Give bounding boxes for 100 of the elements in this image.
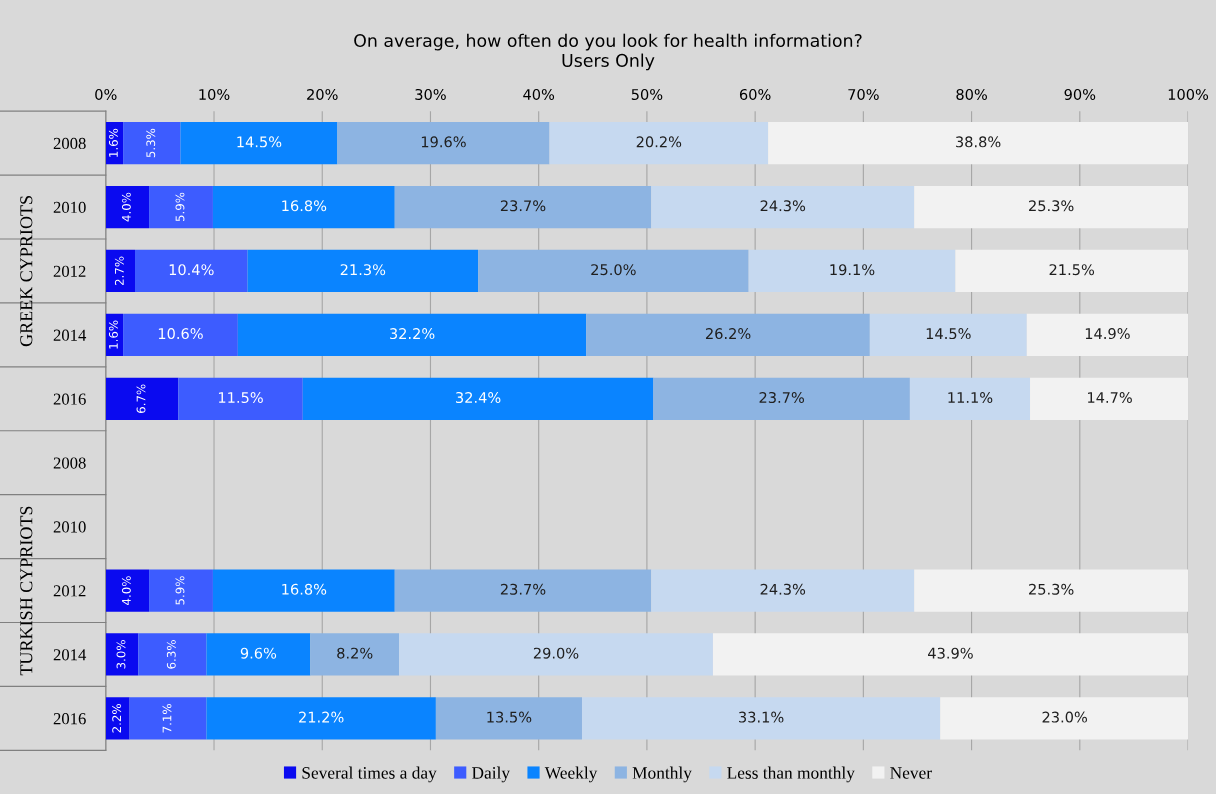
bar	[138, 633, 207, 676]
data-label: 14.9%	[1085, 328, 1130, 340]
bar	[105, 633, 139, 676]
bar	[1026, 313, 1189, 356]
bar	[123, 313, 238, 356]
data-label: 11.5%	[218, 391, 263, 404]
bar	[237, 313, 587, 356]
x-tick-label: 100%	[1168, 88, 1209, 100]
data-label: 7.1%	[162, 704, 172, 733]
data-label: 16.8%	[282, 200, 327, 212]
bar	[310, 633, 400, 676]
bar	[178, 377, 303, 420]
y-tick-label: 2014	[53, 329, 87, 341]
data-label: 5.3%	[146, 128, 156, 158]
y-tick-label: 2016	[53, 713, 86, 725]
x-tick-label: 40%	[523, 88, 555, 100]
bar	[149, 185, 213, 229]
y-tick-label: 2008	[53, 457, 86, 469]
bar	[105, 185, 150, 229]
bar	[768, 122, 1189, 165]
bar	[586, 313, 870, 356]
bar	[651, 569, 915, 612]
data-label: 14.5%	[926, 328, 971, 340]
bar	[869, 313, 1027, 356]
bar	[581, 697, 941, 740]
chart-title: On average, how often do you look for health information?	[354, 33, 862, 51]
data-label: 23.7%	[500, 583, 546, 595]
y-tick-label: 2016	[53, 393, 86, 405]
data-label: 25.3%	[1029, 583, 1074, 595]
data-label: 21.3%	[340, 264, 386, 276]
data-label: 20.2%	[636, 136, 682, 148]
x-tick-label: 20%	[307, 88, 338, 100]
bar	[212, 569, 395, 612]
data-label: 24.3%	[760, 200, 806, 212]
bar	[302, 377, 654, 420]
y-tick-label: 2010	[53, 521, 86, 533]
data-label: 24.3%	[760, 583, 806, 595]
data-label: 14.5%	[237, 136, 282, 148]
data-label: 23.7%	[500, 200, 546, 212]
bar	[1030, 377, 1189, 420]
data-label: 19.1%	[830, 264, 875, 276]
data-label: 9.6%	[240, 647, 277, 659]
bar	[394, 569, 652, 612]
data-label: 38.8%	[956, 136, 1001, 148]
bar	[135, 249, 248, 293]
bar	[105, 249, 136, 293]
bar	[435, 697, 582, 740]
data-label: 2.2%	[112, 704, 122, 733]
data-label: 21.2%	[299, 711, 344, 723]
bar	[399, 633, 713, 676]
bar	[149, 569, 213, 612]
data-label: 10.4%	[169, 264, 214, 276]
data-label: 4.0%	[121, 192, 131, 222]
bar	[653, 377, 910, 420]
x-tick-label: 90%	[1064, 88, 1096, 100]
data-label: 33.1%	[739, 711, 784, 723]
chart-subtitle: Users Only	[562, 53, 655, 71]
x-tick-label: 60%	[739, 88, 771, 100]
bar	[247, 249, 479, 293]
bar	[651, 185, 915, 229]
data-label: 6.3%	[166, 640, 176, 669]
legend-label: Never	[890, 767, 932, 779]
x-tick-label: 70%	[848, 88, 879, 100]
data-label: 26.2%	[705, 328, 751, 340]
y-tick-label: 2014	[53, 649, 87, 661]
bar	[549, 122, 769, 165]
text: GREEK CYPRIOTS	[20, 196, 33, 347]
data-label: 5.9%	[175, 192, 185, 222]
data-label: 5.9%	[175, 576, 185, 605]
bar	[955, 249, 1189, 293]
data-label: 10.6%	[158, 328, 203, 340]
bar	[212, 185, 395, 229]
bar	[337, 122, 550, 165]
x-tick-label: 80%	[956, 88, 987, 100]
bar	[105, 697, 130, 740]
data-label: 11.1%	[948, 391, 993, 404]
data-label: 23.7%	[759, 391, 805, 404]
data-label: 23.0%	[1042, 711, 1088, 723]
data-label: 43.9%	[928, 647, 973, 659]
bar	[478, 249, 749, 293]
bar	[909, 377, 1031, 420]
data-label: 8.2%	[337, 647, 373, 659]
bar	[129, 697, 207, 740]
bar	[123, 122, 181, 165]
data-label: 3.0%	[116, 640, 126, 669]
data-label: 13.5%	[487, 711, 532, 723]
data-label: 2.7%	[114, 256, 124, 286]
data-label: 29.0%	[533, 647, 579, 659]
legend-label: Daily	[472, 766, 511, 783]
bar	[940, 697, 1189, 740]
bar	[105, 569, 150, 612]
bar	[394, 185, 652, 229]
bar	[712, 633, 1189, 676]
legend-label: Weekly	[544, 766, 598, 783]
bar	[748, 249, 956, 293]
bar	[914, 185, 1189, 229]
y-tick-label: 2012	[53, 585, 86, 597]
data-label: 32.4%	[456, 391, 501, 404]
data-label: 25.3%	[1029, 200, 1074, 212]
bar	[206, 633, 311, 676]
